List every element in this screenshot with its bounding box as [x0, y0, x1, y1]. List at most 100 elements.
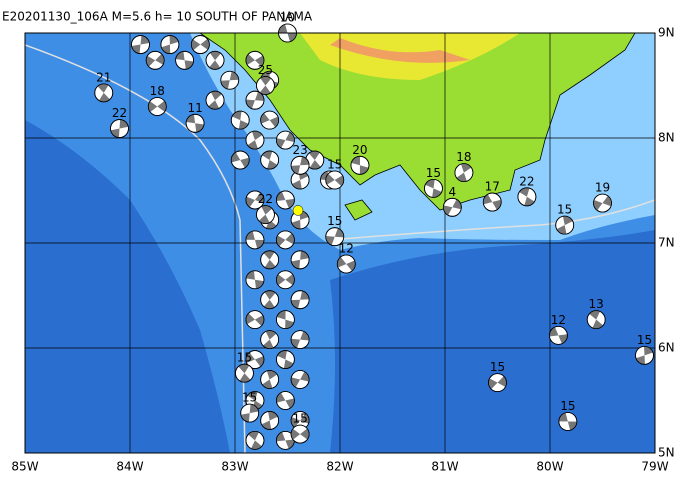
ball-quadrant	[262, 339, 274, 349]
focal-mechanism	[256, 205, 275, 225]
focal-mechanism	[240, 403, 260, 423]
ball-edge	[245, 430, 265, 450]
ball-quadrant	[245, 196, 255, 208]
ball-edge	[454, 163, 474, 183]
depth-label: 15	[490, 360, 505, 374]
focal-mechanism	[325, 170, 345, 190]
ball-quadrant	[589, 310, 600, 320]
ball-edge	[205, 50, 225, 70]
ball-quadrant	[285, 274, 295, 286]
ball-edge	[245, 130, 265, 150]
ball-edge	[275, 130, 295, 150]
focal-mechanism	[290, 170, 310, 190]
ball-quadrant	[309, 160, 321, 170]
focal-mechanism	[325, 227, 345, 247]
focal-mechanism	[635, 345, 654, 365]
depth-label: 20	[352, 143, 367, 157]
ball-quadrant	[276, 432, 286, 442]
ball-quadrant	[245, 313, 255, 325]
ball-quadrant	[276, 392, 286, 403]
focal-mechanism	[517, 187, 537, 207]
focal-mechanism	[290, 411, 310, 430]
ball-quadrant	[220, 80, 230, 90]
focal-mechanism	[555, 215, 575, 235]
ball-edge	[593, 193, 612, 213]
lon-label: 85W	[11, 460, 38, 474]
ball-edge	[325, 170, 345, 190]
focal-mechanism	[245, 310, 265, 330]
ball-edge	[245, 190, 265, 210]
ball-edge	[290, 250, 310, 270]
map-title: E20201130_106A M=5.6 h= 10 SOUTH OF PANA…	[2, 10, 313, 24]
focal-mechanism	[190, 35, 210, 54]
ball-edge	[256, 76, 275, 95]
ball-quadrant	[254, 315, 264, 326]
depth-label: 15	[292, 412, 307, 426]
ball-edge	[260, 150, 280, 170]
ball-quadrant	[635, 355, 645, 365]
island	[344, 199, 373, 221]
ball-quadrant	[276, 235, 286, 247]
ball-quadrant	[239, 373, 251, 383]
ball-quadrant	[110, 128, 120, 138]
ball-edge	[145, 50, 165, 70]
ball-quadrant	[247, 391, 258, 401]
lon-label: 82W	[326, 460, 353, 474]
depth-label: 15	[557, 203, 572, 217]
ball-quadrant	[262, 379, 273, 389]
focal-mechanism	[245, 90, 265, 110]
ball-quadrant	[488, 378, 498, 390]
depth-label: 12	[339, 242, 354, 256]
ball-quadrant	[209, 60, 221, 70]
focal-mechanism	[290, 330, 310, 350]
ball-edge	[230, 150, 250, 170]
focal-mechanism	[488, 373, 507, 393]
ball-quadrant	[602, 195, 612, 207]
ball-quadrant	[592, 319, 604, 329]
ball-quadrant	[276, 274, 286, 286]
ball-quadrant	[263, 299, 275, 309]
ball-edge	[275, 350, 295, 369]
lon-label: 84W	[116, 460, 143, 474]
ball-quadrant	[251, 440, 262, 450]
ball-quadrant	[254, 55, 264, 67]
ball-quadrant	[291, 417, 301, 428]
ball-quadrant	[291, 338, 301, 349]
focal-mechanism	[245, 50, 265, 70]
ball-quadrant	[254, 91, 264, 101]
ball-quadrant	[265, 219, 277, 229]
focal-mechanism	[245, 190, 265, 210]
ball-edge	[275, 270, 295, 290]
depth-label: 4	[449, 185, 457, 199]
ball-quadrant	[246, 270, 255, 280]
ball-quadrant	[285, 439, 295, 449]
depth-label: 13	[589, 297, 604, 311]
focal-mechanism	[593, 193, 612, 213]
focal-mechanism	[256, 76, 275, 95]
focal-mechanism	[185, 113, 205, 133]
ball-quadrant	[287, 33, 297, 42]
focal-mechanism	[260, 250, 280, 270]
ball-edge	[290, 290, 310, 310]
ball-quadrant	[249, 404, 259, 414]
ball-edge	[245, 50, 265, 70]
depth-label: 15	[637, 333, 652, 347]
ball-quadrant	[519, 187, 530, 197]
ball-quadrant	[276, 191, 286, 202]
land	[199, 33, 636, 211]
depth-label: 22	[112, 106, 127, 120]
ball-edge	[325, 227, 345, 247]
focal-mechanism	[94, 83, 114, 103]
ball-quadrant	[184, 60, 194, 70]
ball-quadrant	[497, 376, 507, 387]
ball-edge	[424, 178, 443, 198]
ball-quadrant	[644, 346, 654, 356]
ball-edge	[290, 424, 310, 444]
ball-quadrant	[260, 113, 270, 124]
depth-label: 15	[327, 158, 342, 172]
ball-quadrant	[208, 100, 220, 110]
ball-edge	[260, 250, 280, 270]
focal-mechanism	[558, 412, 578, 431]
focal-mechanism	[275, 310, 295, 330]
focal-mechanism	[160, 35, 180, 54]
